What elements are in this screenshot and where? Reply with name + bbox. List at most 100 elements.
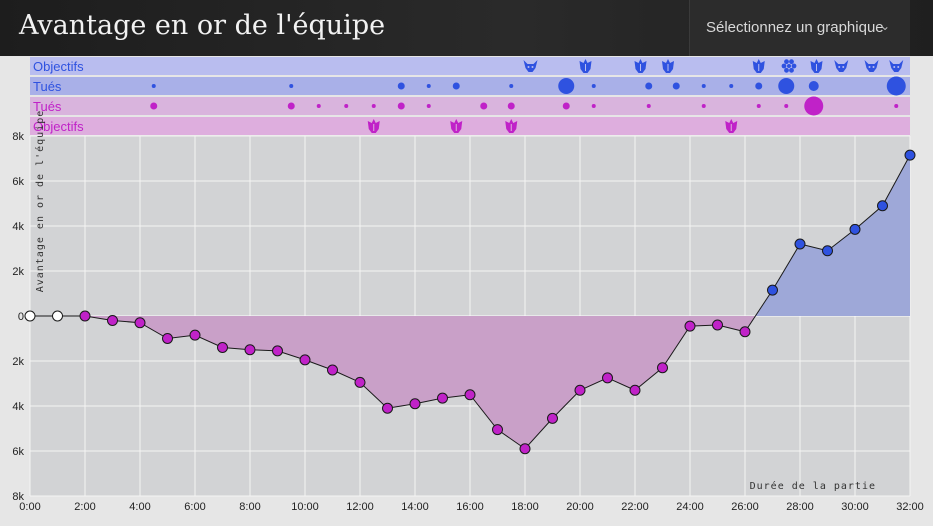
x-tick-label: 26:00 <box>731 501 759 513</box>
kill-marker <box>480 102 488 110</box>
chart-selector-dropdown[interactable]: Sélectionnez un graphique ⌄ <box>689 0 910 56</box>
data-point <box>272 345 283 357</box>
kill-marker <box>778 78 795 94</box>
band-label-blue_objectives: Objectifs <box>33 59 84 74</box>
data-point <box>464 389 476 401</box>
data-point <box>244 344 256 356</box>
dragon-icon <box>752 59 765 73</box>
kill-marker <box>886 76 906 96</box>
kill-marker <box>150 102 158 110</box>
x-tick-label: 12:00 <box>346 501 374 513</box>
x-tick-label: 14:00 <box>401 501 429 513</box>
kill-marker <box>287 102 295 110</box>
kill-marker <box>804 96 824 116</box>
blue-advantage-area <box>30 155 910 316</box>
data-point <box>822 245 833 257</box>
baron-icon <box>834 60 849 72</box>
baron-icon <box>523 60 538 72</box>
y-tick-label: 4k <box>12 221 24 233</box>
x-tick-label: 4:00 <box>129 501 150 513</box>
kill-marker <box>289 84 294 88</box>
x-tick-label: 32:00 <box>896 501 924 513</box>
kill-marker <box>344 104 349 108</box>
x-tick-label: 24:00 <box>676 501 704 513</box>
y-tick-label: 4k <box>12 401 24 413</box>
data-point <box>24 310 36 322</box>
data-point <box>684 320 696 332</box>
x-tick-label: 22:00 <box>621 501 649 513</box>
y-tick-label: 8k <box>12 491 24 503</box>
x-tick-label: 2:00 <box>74 501 95 513</box>
kill-marker <box>509 84 514 88</box>
kill-marker <box>701 104 706 108</box>
kill-marker <box>756 104 761 108</box>
data-point <box>409 398 421 410</box>
data-point <box>327 364 338 376</box>
data-point <box>299 354 311 366</box>
kill-marker <box>755 82 763 90</box>
data-point <box>629 384 641 396</box>
kill-marker <box>646 104 651 108</box>
band-label-blue_kills: Tués <box>33 79 62 94</box>
x-axis-title: Durée de la partie <box>750 480 876 492</box>
x-tick-label: 16:00 <box>456 501 484 513</box>
kill-marker <box>591 84 596 88</box>
x-tick-label: 6:00 <box>184 501 205 513</box>
data-point <box>52 310 63 322</box>
data-point <box>767 284 778 296</box>
dragon-icon <box>367 119 380 133</box>
kill-marker <box>784 104 789 108</box>
kill-marker <box>729 84 734 88</box>
dragon-icon <box>810 59 823 73</box>
chart-gutter <box>0 56 30 526</box>
x-tick-label: 18:00 <box>511 501 539 513</box>
kill-marker <box>452 82 460 90</box>
dragon-icon <box>505 119 518 133</box>
data-point <box>79 310 91 322</box>
x-tick-label: 20:00 <box>566 501 594 513</box>
data-point <box>382 402 393 414</box>
kill-marker <box>894 104 899 108</box>
inhibitor-icon <box>781 59 797 73</box>
y-axis-title: Avantage en or de l'équipe <box>34 110 46 293</box>
dragon-icon <box>450 119 463 133</box>
data-point <box>354 376 366 388</box>
data-point <box>547 412 558 424</box>
x-tick-label: 0:00 <box>19 501 40 513</box>
data-point <box>602 372 613 384</box>
kill-marker <box>808 81 819 91</box>
chevron-down-icon: ⌄ <box>880 19 891 33</box>
band-purple_objectives <box>30 117 910 135</box>
y-tick-label: 2k <box>12 356 24 368</box>
data-point <box>437 392 448 404</box>
data-point <box>657 362 668 374</box>
dragon-icon <box>662 59 674 73</box>
data-point <box>492 424 503 436</box>
data-point <box>217 342 228 353</box>
dragon-icon <box>634 59 647 73</box>
band-label-purple_kills: Tués <box>33 99 62 114</box>
data-point <box>574 384 586 396</box>
x-tick-label: 28:00 <box>786 501 814 513</box>
chart-selector-label: Sélectionnez un graphique <box>706 19 884 36</box>
kill-marker <box>701 84 706 88</box>
band-label-purple_objectives: Objectifs <box>33 119 84 134</box>
band-purple_kills <box>30 97 910 115</box>
data-point <box>877 200 888 212</box>
kill-marker <box>558 78 575 94</box>
band-blue_objectives <box>30 57 910 75</box>
kill-marker <box>672 82 680 90</box>
kill-marker <box>426 104 431 108</box>
data-point <box>739 326 751 338</box>
baron-icon <box>889 60 904 72</box>
kill-marker <box>151 84 156 88</box>
kill-marker <box>397 82 405 90</box>
x-tick-label: 10:00 <box>291 501 319 513</box>
data-point <box>189 329 201 341</box>
data-point <box>712 319 723 331</box>
x-tick-label: 8:00 <box>239 501 260 513</box>
data-point <box>519 443 531 455</box>
page-title: Avantage en or de l'équipe <box>19 10 386 41</box>
data-point <box>134 317 146 329</box>
kill-marker <box>426 84 431 88</box>
